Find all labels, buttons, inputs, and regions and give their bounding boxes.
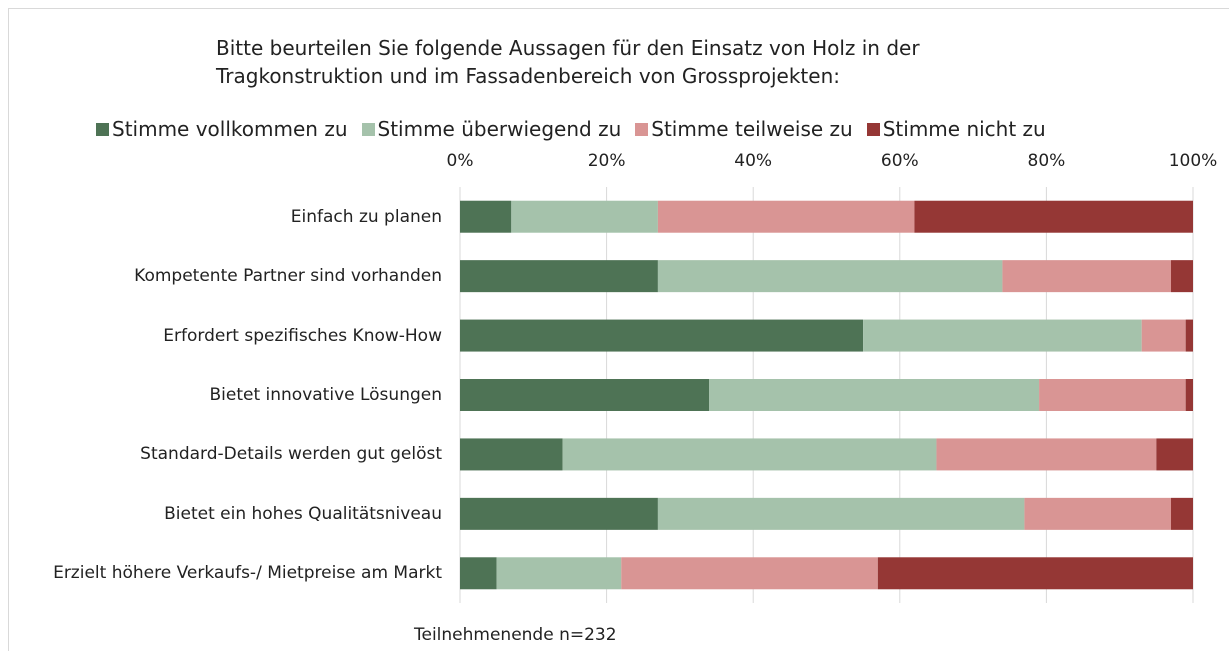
y-tick-label: Kompetente Partner sind vorhanden [134, 266, 442, 287]
legend-swatch [635, 122, 649, 136]
bar-segment [1039, 379, 1186, 411]
bar-segment [460, 557, 497, 590]
legend-label: Stimme teilweise zu [651, 117, 853, 141]
legend-swatch [361, 122, 375, 136]
legend: Stimme vollkommen zu Stimme überwiegend z… [96, 117, 1046, 141]
category-row: Einfach zu planen [2, 206, 442, 228]
bar-segment [1156, 438, 1193, 471]
bar-segment [1185, 379, 1193, 411]
bar-segment [936, 438, 1157, 471]
y-tick-label: Erfordert spezifisches Know-How [163, 325, 442, 346]
x-tick-label: 0% [447, 151, 474, 171]
bar-segment [657, 497, 1025, 530]
chart-frame [8, 8, 1229, 651]
bar-segment [709, 379, 1040, 411]
legend-item: Stimme teilweise zu [635, 117, 853, 141]
legend-swatch [866, 122, 880, 136]
bar-segment [877, 557, 1193, 590]
legend-label: Stimme vollkommen zu [112, 117, 348, 141]
legend-item: Stimme nicht zu [866, 117, 1046, 141]
bar-segment [621, 557, 878, 590]
legend-label: Stimme nicht zu [882, 117, 1046, 141]
legend-item: Stimme überwiegend zu [361, 117, 622, 141]
bar-segment [863, 319, 1142, 352]
bar-segment [496, 557, 622, 590]
bar-segment [460, 260, 658, 293]
bar-segment [460, 379, 710, 411]
bar-segment [460, 497, 658, 530]
bar-segment [460, 200, 512, 233]
category-row: Erfordert spezifisches Know-How [2, 325, 442, 347]
chart-title: Bitte beurteilen Sie folgende Aussagen f… [216, 36, 920, 88]
bar-segment [1002, 260, 1172, 293]
bar-segment [460, 438, 563, 471]
y-tick-label: Bietet innovative Lösungen [209, 385, 442, 405]
category-row: Kompetente Partner sind vorhanden [2, 265, 442, 287]
x-tick-label: 40% [734, 151, 772, 171]
legend-label: Stimme überwiegend zu [377, 117, 622, 141]
bar-segment [1024, 497, 1172, 530]
x-tick-label: 20% [588, 151, 626, 171]
bar-segment [1171, 497, 1193, 530]
bar-segment [1171, 260, 1193, 293]
legend-item: Stimme vollkommen zu [96, 117, 348, 141]
bar-segment [1185, 319, 1193, 352]
bar-segment [562, 438, 937, 471]
bar-segment [914, 200, 1193, 233]
x-tick-label: 80% [1028, 151, 1066, 171]
bar-segment [657, 260, 1003, 293]
y-tick-label: Erzielt höhere Verkaufs-/ Mietpreise am … [53, 563, 442, 584]
category-row: Erzielt höhere Verkaufs-/ Mietpreise am … [2, 562, 442, 584]
category-row: Standard-Details werden gut gelöst [2, 443, 442, 465]
y-tick-label: Bietet ein hohes Qualitätsniveau [164, 503, 442, 524]
y-tick-label: Einfach zu planen [290, 206, 442, 227]
footnote: Teilnehmenende n=232 [414, 625, 617, 645]
category-row: Bietet innovative Lösungen [2, 384, 442, 406]
legend-swatch [96, 122, 109, 136]
bar-segment [511, 200, 658, 233]
bar-segment [460, 319, 864, 352]
x-tick-label: 100% [1169, 151, 1218, 171]
bar-segment [1141, 319, 1186, 352]
bar-segment [657, 200, 915, 233]
category-row: Bietet ein hohes Qualitätsniveau [2, 503, 442, 525]
y-tick-label: Standard-Details werden gut gelöst [140, 444, 442, 465]
x-tick-label: 60% [881, 151, 919, 171]
